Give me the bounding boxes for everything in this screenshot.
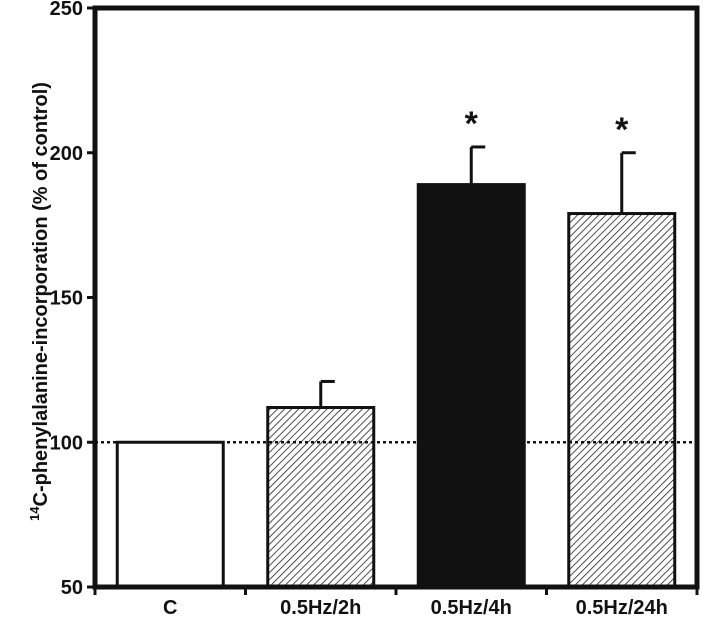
x-tick-label: C [163,597,177,619]
significance-marker-3: * [465,105,479,143]
y-axis-label-superscript: 14 [27,506,42,521]
y-tick-label: 100 [50,432,83,454]
bar-3 [416,183,526,589]
plot-area: * * 50 100 150 200 250 C 0.5Hz/2h 0.5Hz/4h 0.5Hz/2… [50,0,700,619]
bar-4 [567,212,677,589]
y-tick-label: 250 [50,0,83,20]
y-axis-label: 14C-phenylalanine-incorporation (% of co… [27,82,52,521]
x-tick-label: 0.5Hz/24h [576,597,668,619]
significance-marker-4: * [615,111,629,149]
x-tick-label: 0.5Hz/4h [431,597,512,619]
y-tick-label: 150 [50,288,83,310]
y-tick-label: 200 [50,143,83,165]
y-tick-label: 50 [61,577,83,599]
x-tick-label: 0.5Hz/2h [280,597,361,619]
bar-2 [266,406,376,589]
bar-1 [115,440,225,589]
y-axis-label-text: C-phenylalanine-incorporation (% of cont… [30,82,52,506]
